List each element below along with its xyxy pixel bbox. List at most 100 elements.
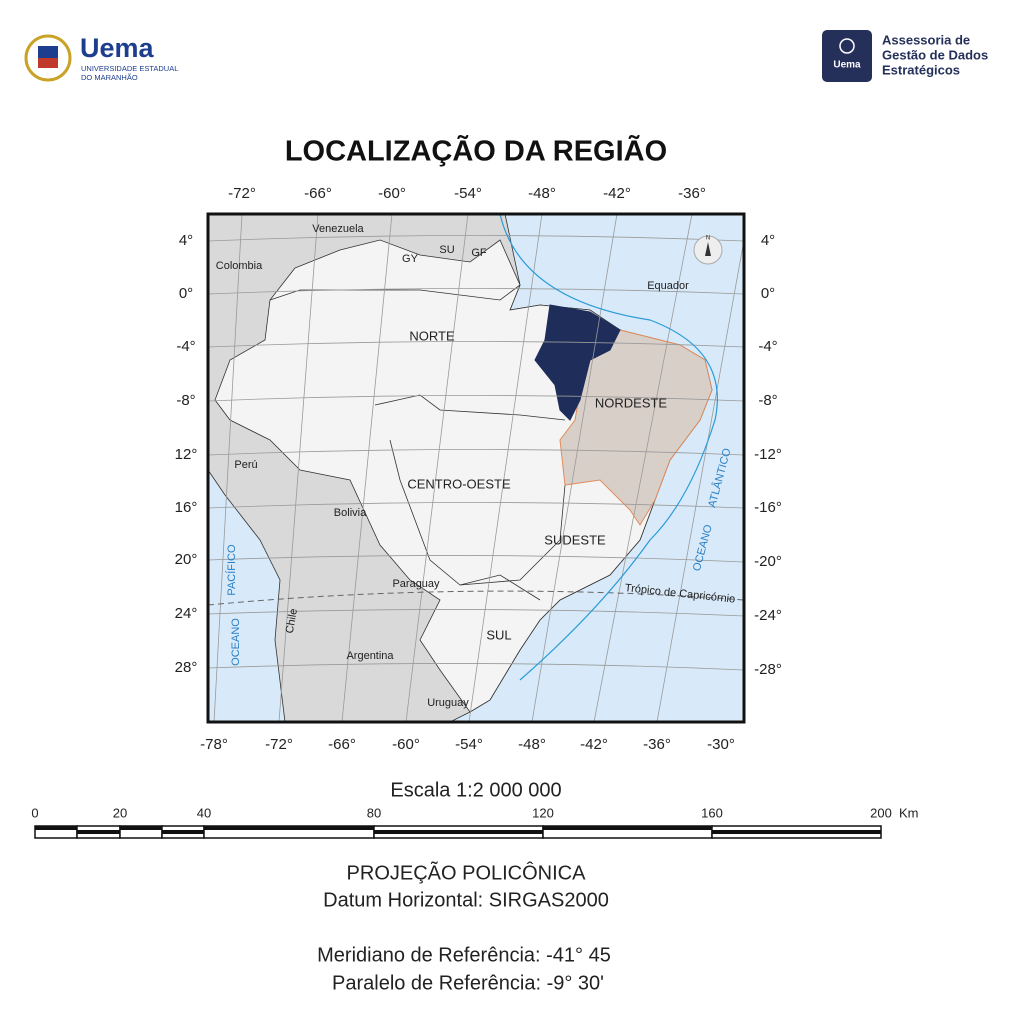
region-label: CENTRO-OESTE	[407, 476, 511, 491]
map-frame	[206, 212, 746, 724]
longitude-label: -72°	[265, 736, 293, 753]
ocean-label: OCEANO	[230, 618, 242, 666]
place-label: Bolivia	[334, 507, 367, 519]
latitude-label: 28°	[175, 659, 198, 676]
longitude-label: -72°	[228, 185, 256, 202]
scale-tick-label: 0	[31, 805, 38, 820]
scale-title: Escala 1:2 000 000	[390, 779, 561, 801]
latitude-label: 0°	[179, 285, 193, 302]
latitude-label: 20°	[175, 551, 198, 568]
longitude-label: -36°	[643, 736, 671, 753]
parallel: Paralelo de Referência: -9° 30'	[332, 972, 604, 994]
place-label: Uruguay	[427, 697, 469, 709]
coordinate-labels: -72° -66° -60° -54° -48° -42° -36° -78° -72° -66°…	[175, 185, 782, 753]
latitude-label: -8°	[758, 392, 777, 409]
scale-stripe	[35, 826, 77, 830]
scale-tick-label: 160	[701, 805, 723, 820]
north-label: N	[706, 236, 710, 242]
logo-text: Gestão de Dados	[882, 47, 988, 62]
latitude-label: -24°	[754, 607, 782, 624]
emblem-flag	[38, 58, 58, 68]
place-label: Equador	[647, 280, 689, 292]
scale-stripe	[162, 830, 204, 834]
longitude-label: -54°	[454, 185, 482, 202]
region-label: SUDESTE	[544, 532, 606, 547]
logo-box	[822, 30, 872, 82]
longitude-label: -78°	[200, 736, 228, 753]
place-label: Argentina	[346, 650, 394, 662]
emblem-flag	[38, 46, 58, 58]
latitude-label: 4°	[179, 232, 193, 249]
longitude-label: -54°	[455, 736, 483, 753]
scale-stripe	[712, 830, 881, 834]
latitude-label: -20°	[754, 553, 782, 570]
place-label: GY	[402, 253, 419, 265]
region-label: SUL	[486, 627, 511, 642]
nordeste	[559, 329, 713, 526]
scale-tick-label: 20	[113, 805, 127, 820]
scale-tick-label: 40	[197, 805, 211, 820]
longitude-label: -48°	[518, 736, 546, 753]
latitude-label: -12°	[754, 446, 782, 463]
longitude-label: -60°	[392, 736, 420, 753]
coast-line	[499, 214, 718, 681]
place-label: Perú	[234, 459, 257, 471]
latitude-label: -16°	[754, 499, 782, 516]
scale-tick-label: 120	[532, 805, 554, 820]
scale-tick-label: 200	[870, 805, 892, 820]
longitude-label: -66°	[328, 736, 356, 753]
scale-unit: Km	[899, 805, 919, 820]
longitude-label: -36°	[678, 185, 706, 202]
latitude-label: 0°	[761, 285, 775, 302]
north-needle	[705, 242, 711, 256]
logo-name: Uema	[833, 60, 861, 71]
projection-name: PROJEÇÃO POLICÔNICA	[347, 860, 587, 884]
scale-stripe	[120, 826, 162, 830]
meridian: Meridiano de Referência: -41° 45	[317, 944, 611, 966]
latitude-label: -4°	[176, 338, 195, 355]
longitude-label: -66°	[304, 185, 332, 202]
place-label: GF	[471, 247, 487, 259]
region-label: NORTE	[409, 328, 455, 343]
scale-tick-label: 80	[367, 805, 381, 820]
region-label: NORDESTE	[595, 395, 668, 410]
map: N	[208, 214, 744, 722]
logo-subtitle: DO MARANHÃO	[81, 73, 138, 82]
scale-stripe	[77, 830, 120, 834]
latitude-label: 4°	[761, 232, 775, 249]
ocean-label: PACÍFICO	[225, 544, 238, 596]
scale-stripe	[543, 826, 712, 830]
latitude-label: -28°	[754, 661, 782, 678]
region-border	[459, 574, 541, 601]
place-label: Chile	[284, 608, 300, 635]
longitude-label: -30°	[707, 736, 735, 753]
place-label: Paraguay	[392, 578, 440, 590]
latitude-label: 16°	[175, 499, 198, 516]
region-border	[374, 394, 566, 421]
graticule	[208, 214, 744, 722]
scale-stripe	[374, 830, 543, 834]
latitude-label: -4°	[758, 338, 777, 355]
longitude-label: -60°	[378, 185, 406, 202]
scale-stripe	[204, 826, 374, 830]
region-border	[269, 284, 521, 301]
logo-subtitle: UNIVERSIDADE ESTADUAL	[81, 64, 178, 73]
left-logo: Uema UNIVERSIDADE ESTADUAL DO MARANHÃO	[24, 33, 178, 82]
logo-text: Estratégicos	[882, 62, 960, 77]
latitude-label: -8°	[176, 392, 195, 409]
title: LOCALIZAÇÃO DA REGIÃO	[285, 134, 667, 168]
scale-bar: 0 20 40 80 120 160 200 Km	[31, 805, 919, 839]
logo-text: Assessoria de	[882, 32, 970, 47]
place-label: Venezuela	[312, 223, 364, 235]
longitude-label: -42°	[580, 736, 608, 753]
logo-name: Uema	[80, 33, 155, 63]
logo-emblem	[839, 38, 855, 54]
datum: Datum Horizontal: SIRGAS2000	[323, 889, 609, 911]
maranhao	[534, 304, 621, 421]
longitude-label: -42°	[603, 185, 631, 202]
tropic-line	[208, 590, 744, 606]
latitude-label: 24°	[175, 605, 198, 622]
place-label: Colombia	[216, 260, 263, 272]
